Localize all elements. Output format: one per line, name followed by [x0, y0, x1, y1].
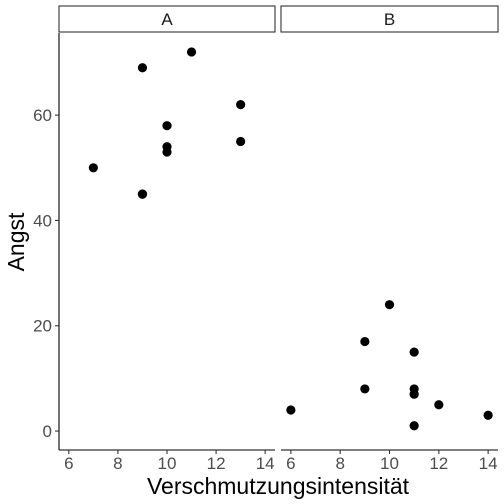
data-point-panel-b [360, 384, 370, 394]
data-point-panel-b [483, 410, 493, 420]
data-points [88, 47, 493, 431]
data-point-panel-a [162, 147, 172, 157]
x-tick-label-panel-b: 8 [335, 454, 344, 473]
y-tick-label: 20 [33, 317, 52, 336]
y-tick-label: 0 [43, 422, 52, 441]
data-point-panel-a [88, 163, 98, 173]
facet-strip-a-box [58, 5, 276, 33]
data-point-panel-b [434, 400, 444, 410]
x-axis-ticks: 6 8 10 12 14 6 8 10 12 14 [64, 450, 498, 473]
data-point-panel-a [137, 189, 148, 199]
y-tick-label: 40 [33, 211, 52, 230]
x-tick-label-panel-b: 12 [429, 454, 448, 473]
facet-strip-b: B [280, 5, 499, 33]
data-point-panel-a [236, 100, 246, 110]
data-point-panel-b [384, 300, 395, 310]
data-point-panel-b [409, 421, 419, 431]
data-point-panel-b [409, 347, 419, 357]
facet-strip-b-box [280, 5, 499, 33]
y-axis-title: Angst [3, 212, 29, 271]
x-tick-label-panel-a: 12 [207, 454, 226, 473]
x-tick-label-panel-b: 6 [286, 454, 295, 473]
data-point-panel-b [360, 336, 370, 347]
y-axis-ticks: 0 20 40 60 [33, 106, 59, 441]
data-point-panel-a [137, 63, 148, 73]
facet-strip-a-label: A [161, 10, 173, 29]
data-point-panel-b [409, 389, 419, 399]
facet-strip-b-label: B [384, 10, 395, 29]
y-tick-label: 60 [33, 106, 52, 125]
x-tick-label-panel-b: 10 [380, 454, 399, 473]
data-point-panel-a [236, 136, 246, 147]
x-tick-label-panel-a: 6 [64, 454, 73, 473]
data-point-panel-b [286, 405, 296, 415]
data-point-panel-a [162, 121, 172, 131]
facet-strip-a: A [58, 5, 276, 33]
x-axis-title: Verschmutzungsintensität [147, 473, 410, 499]
x-tick-label-panel-a: 14 [256, 454, 275, 473]
x-tick-label-panel-b: 14 [479, 454, 498, 473]
x-tick-label-panel-a: 8 [113, 454, 122, 473]
x-tick-label-panel-a: 10 [158, 454, 177, 473]
data-point-panel-a [186, 47, 197, 57]
